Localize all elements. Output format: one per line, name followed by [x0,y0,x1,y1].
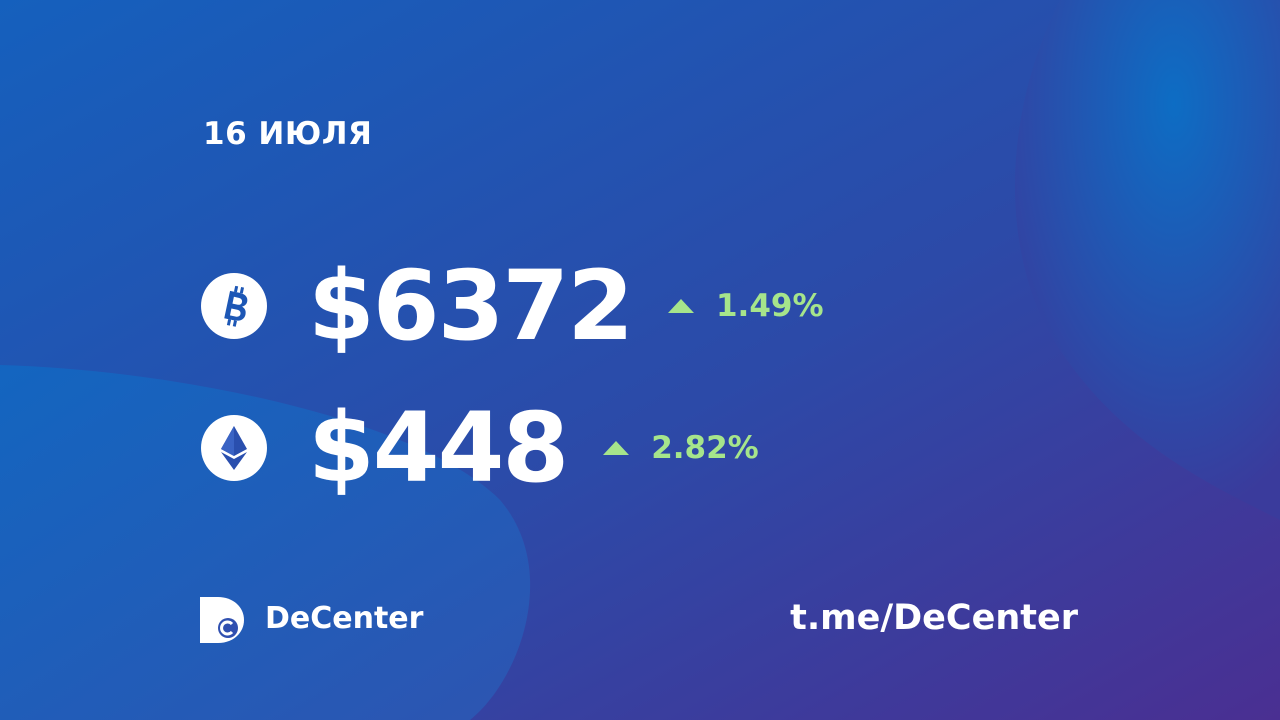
price: $6372 [308,250,634,362]
change: 2.82% [651,430,759,466]
eth-row: $448 2.82% [200,400,759,496]
btc-row: $6372 1.49% [200,258,824,354]
logo [200,597,244,643]
up-arrow [667,299,694,313]
price: $448 [308,392,569,504]
bitcoin-icon [201,273,267,339]
up-arrow [603,441,630,455]
channel-link: t.me/DeCenter [790,598,1078,638]
brand-name: DeCenter [265,601,424,636]
date: 16 ИЮЛЯ [203,116,373,152]
ethereum-icon [201,415,267,481]
change: 1.49% [715,288,824,324]
